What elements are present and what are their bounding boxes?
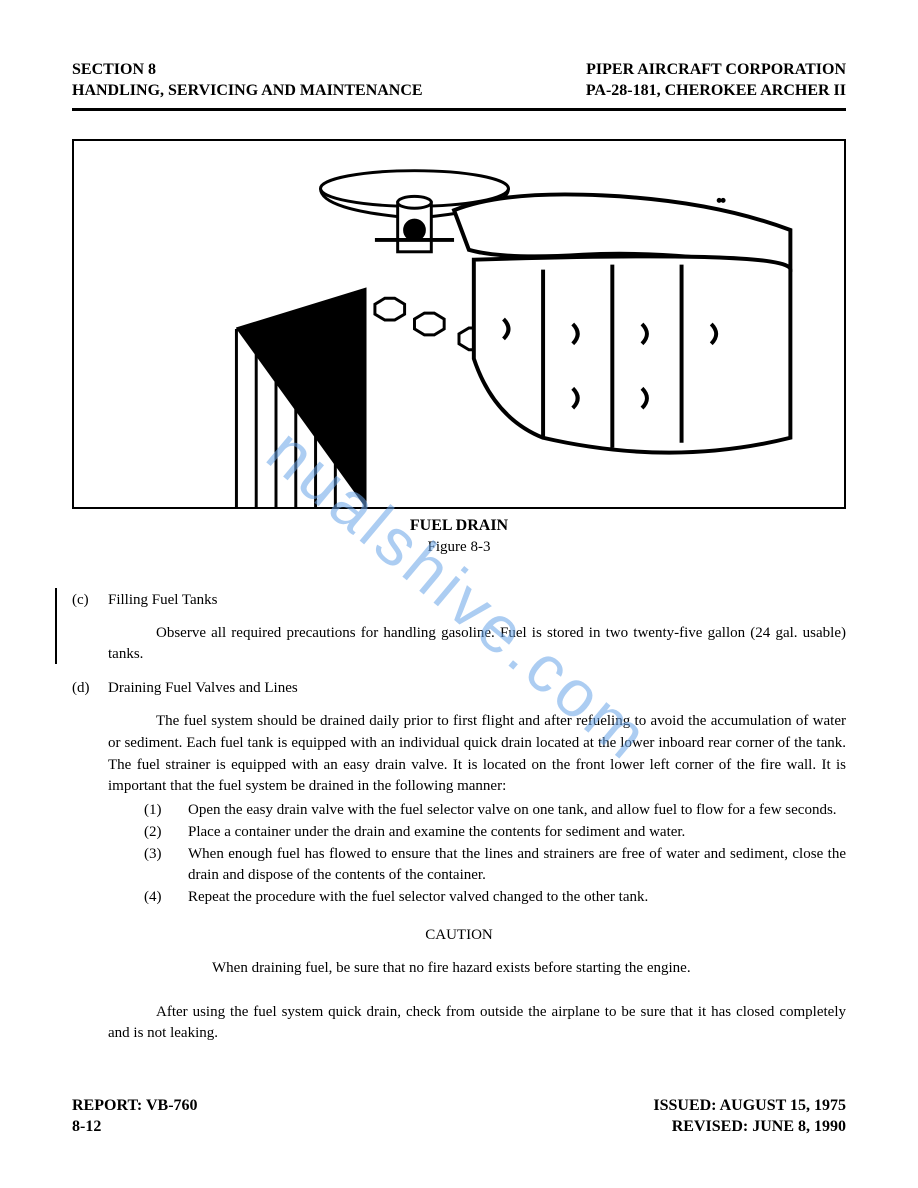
company-name: PIPER AIRCRAFT CORPORATION bbox=[586, 60, 846, 81]
figure-number: Figure 8-3 bbox=[72, 539, 846, 556]
item-c-label: (c) bbox=[72, 592, 108, 609]
caution-text: When draining fuel, be sure that no fire… bbox=[212, 958, 706, 980]
item-d-label: (d) bbox=[72, 680, 108, 697]
item-c-para: Observe all required precautions for han… bbox=[108, 623, 846, 667]
change-bar bbox=[55, 588, 57, 664]
step-2: (2) Place a container under the drain an… bbox=[144, 822, 846, 844]
step-1-num: (1) bbox=[144, 800, 188, 822]
item-c: (c) Filling Fuel Tanks bbox=[72, 592, 846, 609]
item-d: (d) Draining Fuel Valves and Lines bbox=[72, 680, 846, 697]
item-d-title: Draining Fuel Valves and Lines bbox=[108, 680, 298, 697]
footer-right: ISSUED: AUGUST 15, 1975 REVISED: JUNE 8,… bbox=[653, 1096, 846, 1138]
step-4-text: Repeat the procedure with the fuel selec… bbox=[188, 887, 846, 909]
page-header: SECTION 8 HANDLING, SERVICING AND MAINTE… bbox=[72, 60, 846, 102]
page-footer: REPORT: VB-760 8-12 ISSUED: AUGUST 15, 1… bbox=[72, 1096, 846, 1138]
closing-para: After using the fuel system quick drain,… bbox=[108, 1002, 846, 1046]
page-number: 8-12 bbox=[72, 1117, 198, 1138]
issued-date: ISSUED: AUGUST 15, 1975 bbox=[653, 1096, 846, 1117]
step-1: (1) Open the easy drain valve with the f… bbox=[144, 800, 846, 822]
header-rule bbox=[72, 108, 846, 111]
figure-caption: FUEL DRAIN bbox=[72, 517, 846, 535]
header-right: PIPER AIRCRAFT CORPORATION PA-28-181, CH… bbox=[586, 60, 846, 102]
header-left: SECTION 8 HANDLING, SERVICING AND MAINTE… bbox=[72, 60, 423, 102]
report-number: REPORT: VB-760 bbox=[72, 1096, 198, 1117]
item-c-title: Filling Fuel Tanks bbox=[108, 592, 218, 609]
fuel-drain-figure bbox=[72, 139, 846, 509]
step-4: (4) Repeat the procedure with the fuel s… bbox=[144, 887, 846, 909]
step-4-num: (4) bbox=[144, 887, 188, 909]
step-2-text: Place a container under the drain and ex… bbox=[188, 822, 846, 844]
revised-date: REVISED: JUNE 8, 1990 bbox=[653, 1117, 846, 1138]
footer-left: REPORT: VB-760 8-12 bbox=[72, 1096, 198, 1138]
section-number: SECTION 8 bbox=[72, 60, 423, 81]
aircraft-model: PA-28-181, CHEROKEE ARCHER II bbox=[586, 81, 846, 102]
step-3: (3) When enough fuel has flowed to ensur… bbox=[144, 844, 846, 888]
caution-title: CAUTION bbox=[72, 927, 846, 944]
step-3-num: (3) bbox=[144, 844, 188, 888]
fuel-drain-illustration bbox=[74, 141, 844, 507]
step-3-text: When enough fuel has flowed to ensure th… bbox=[188, 844, 846, 888]
step-1-text: Open the easy drain valve with the fuel … bbox=[188, 800, 846, 822]
section-title: HANDLING, SERVICING AND MAINTENANCE bbox=[72, 81, 423, 102]
step-2-num: (2) bbox=[144, 822, 188, 844]
item-d-para: The fuel system should be drained daily … bbox=[108, 711, 846, 798]
